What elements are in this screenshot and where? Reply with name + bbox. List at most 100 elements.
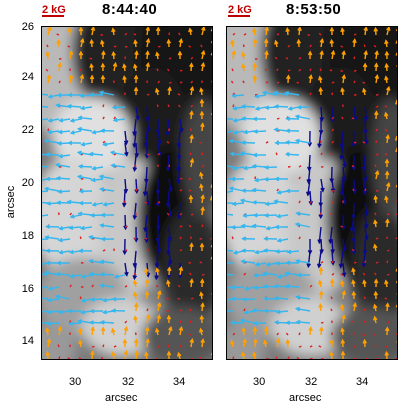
field-vector: [135, 188, 138, 192]
field-vector-head: [80, 298, 86, 303]
field-vector: [320, 178, 324, 192]
field-vector-head: [45, 248, 51, 254]
field-vector: [295, 223, 311, 228]
field-vector-head: [69, 214, 75, 219]
field-vector-head: [307, 50, 313, 56]
field-vector: [243, 214, 256, 217]
field-vector: [231, 68, 234, 72]
field-vector-head: [46, 129, 52, 135]
field-vector: [318, 250, 322, 268]
field-vector-head: [157, 139, 162, 145]
field-vector: [309, 357, 313, 359]
field-vector-head: [111, 351, 116, 357]
field-vector: [386, 273, 390, 276]
field-vector: [242, 80, 245, 84]
field-vector: [113, 345, 117, 348]
field-vector-head: [241, 63, 246, 69]
field-vector-head: [133, 86, 139, 92]
field-vector-head: [264, 201, 270, 207]
field-vector: [56, 295, 71, 300]
field-vector: [179, 212, 183, 216]
field-vector: [78, 68, 82, 72]
field-vector: [123, 190, 126, 207]
field-vector-head: [276, 213, 281, 219]
field-vector: [296, 139, 311, 144]
field-vector-head: [44, 235, 50, 240]
field-vector: [113, 45, 117, 48]
field-vector: [353, 357, 357, 359]
field-vector-head: [111, 27, 116, 33]
field-vector-head: [341, 74, 347, 79]
field-vector-head: [251, 200, 257, 205]
field-vector-head: [330, 188, 336, 194]
field-vector: [252, 189, 267, 192]
field-vector: [307, 250, 311, 267]
field-vector-head: [294, 138, 300, 144]
field-vector-head: [76, 150, 82, 156]
field-vector-head: [319, 116, 325, 122]
field-vector: [168, 164, 171, 168]
field-vector-head: [253, 129, 258, 134]
field-vector: [124, 285, 128, 288]
field-vector-head: [297, 27, 302, 32]
field-vector: [146, 248, 150, 252]
field-vector: [340, 225, 344, 228]
field-vector: [144, 237, 148, 240]
field-vector: [113, 106, 126, 109]
field-vector: [364, 226, 368, 240]
field-vector-head: [45, 224, 50, 229]
x-tick-label-left: 32: [122, 376, 135, 388]
field-vector-head: [210, 28, 212, 32]
field-vector-head: [241, 351, 246, 357]
field-vector: [364, 166, 367, 181]
field-vector-head: [252, 152, 258, 158]
field-vector: [166, 118, 170, 135]
field-vector-head: [210, 244, 212, 248]
field-vector: [277, 214, 289, 218]
y-tick-label: 18: [21, 230, 34, 242]
field-vector: [363, 308, 366, 312]
field-vector: [232, 32, 236, 36]
field-vector: [296, 212, 311, 216]
field-vector-head: [263, 308, 269, 314]
field-vector-head: [252, 74, 258, 80]
field-vector: [331, 238, 334, 253]
field-vector-head: [57, 189, 63, 194]
field-vector: [384, 345, 388, 348]
field-vector-head: [54, 294, 60, 300]
field-vector-head: [349, 227, 355, 233]
field-vector-head: [241, 326, 247, 332]
field-vector-head: [230, 225, 236, 230]
field-vector-head: [199, 171, 204, 177]
field-vector-head: [56, 141, 62, 146]
field-vector: [296, 307, 311, 312]
field-vector: [276, 117, 280, 120]
field-vector: [230, 153, 245, 156]
field-vector-head: [145, 326, 150, 332]
field-vector: [386, 249, 390, 252]
field-vector: [81, 226, 93, 230]
time-title-right: 8:53:50: [286, 1, 342, 18]
field-vector: [227, 130, 234, 133]
field-vector-head: [254, 262, 260, 267]
field-vector-head: [308, 74, 313, 80]
field-vector-head: [99, 272, 105, 277]
field-vector: [166, 212, 170, 216]
field-vector-head: [47, 27, 52, 31]
field-vector-head: [339, 155, 344, 161]
field-vector-head: [76, 174, 82, 180]
field-vector-head: [144, 267, 149, 273]
field-vector: [70, 118, 82, 122]
field-vector-head: [385, 134, 390, 140]
field-vector: [266, 262, 278, 266]
field-vector-head: [252, 116, 258, 122]
field-vector: [296, 296, 311, 300]
field-vector-head: [89, 74, 95, 80]
field-vector: [352, 188, 355, 192]
field-vector-head: [189, 242, 194, 248]
field-vector-head: [241, 188, 247, 193]
field-vector: [157, 130, 161, 144]
field-vector: [102, 344, 105, 348]
field-vector-head: [231, 93, 237, 98]
field-vector-head: [385, 302, 390, 308]
